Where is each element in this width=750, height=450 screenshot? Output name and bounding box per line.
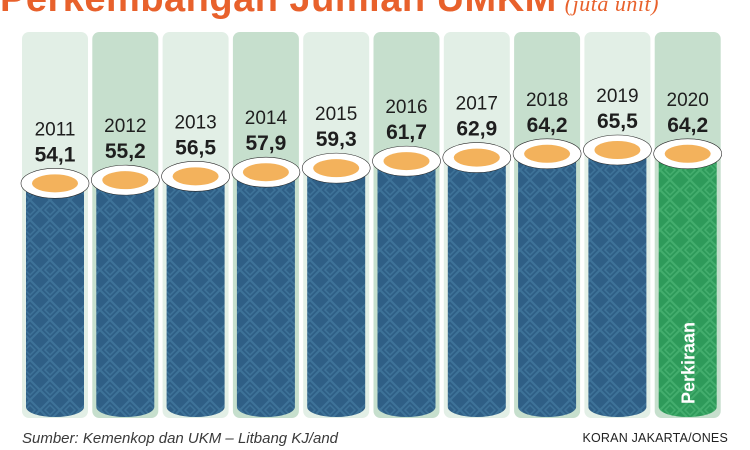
chart-title: Perkembangan Jumlah UMKM (juta unit): [0, 0, 659, 20]
value-label-2018: 64,2: [527, 114, 568, 137]
value-label-2016: 61,7: [386, 121, 427, 144]
year-label-2017: 2017: [456, 94, 498, 115]
year-label-2019: 2019: [596, 86, 638, 107]
bar-cap-2014: [242, 163, 289, 182]
forecast-label: Perkiraan: [679, 322, 699, 404]
bar-2011: [26, 183, 84, 417]
bar-2013: [166, 176, 225, 417]
bar-cap-2019: [594, 141, 641, 159]
bar-2016: [377, 161, 436, 417]
value-label-2012: 55,2: [105, 140, 146, 163]
value-label-2014: 57,9: [245, 132, 286, 155]
value-label-2013: 56,5: [175, 136, 216, 159]
bar-2017: [447, 157, 506, 417]
year-label-2014: 2014: [245, 108, 288, 129]
bar-cap-2015: [313, 159, 360, 178]
value-label-2020: 64,2: [667, 114, 708, 137]
bar-cap-2016: [383, 152, 430, 171]
bar-2012: [96, 180, 155, 417]
bars-group: [20, 134, 723, 417]
bar-cap-2017: [453, 148, 500, 167]
labels-group: 2011 54,1 2012 55,2 2013 56,5 2014 57,9 2015 59,3…: [35, 86, 709, 404]
credit-note: KORAN JAKARTA/ONES: [582, 431, 728, 445]
bar-2018: [518, 153, 577, 417]
value-label-2017: 62,9: [456, 118, 497, 141]
year-label-2016: 2016: [385, 97, 427, 118]
bar-cap-2013: [172, 167, 219, 186]
bar-cap-2020: [664, 144, 711, 163]
year-label-2018: 2018: [526, 90, 568, 111]
chart-canvas: 2011 54,1 2012 55,2 2013 56,5 2014 57,9 2015 59,3…: [20, 32, 723, 418]
chart-title-text: Perkembangan Jumlah UMKM: [0, 0, 557, 20]
year-label-2015: 2015: [315, 104, 357, 125]
bar-cap-2011: [32, 174, 78, 193]
year-label-2012: 2012: [104, 116, 146, 137]
year-label-2013: 2013: [174, 112, 216, 133]
bar-2019: [588, 150, 647, 417]
value-label-2011: 54,1: [35, 143, 76, 166]
year-label-2020: 2020: [667, 90, 709, 111]
bar-2020: [658, 153, 717, 417]
bar-2014: [236, 172, 295, 417]
year-label-2011: 2011: [35, 119, 76, 140]
bar-cap-2012: [102, 171, 149, 190]
value-label-2019: 65,5: [597, 110, 638, 133]
bar-cap-2018: [524, 144, 571, 163]
bar-2015: [307, 168, 366, 417]
chart-unit: (juta unit): [564, 0, 659, 16]
source-note: Sumber: Kemenkop dan UKM – Litbang KJ/an…: [22, 430, 339, 447]
value-label-2015: 59,3: [316, 128, 357, 151]
